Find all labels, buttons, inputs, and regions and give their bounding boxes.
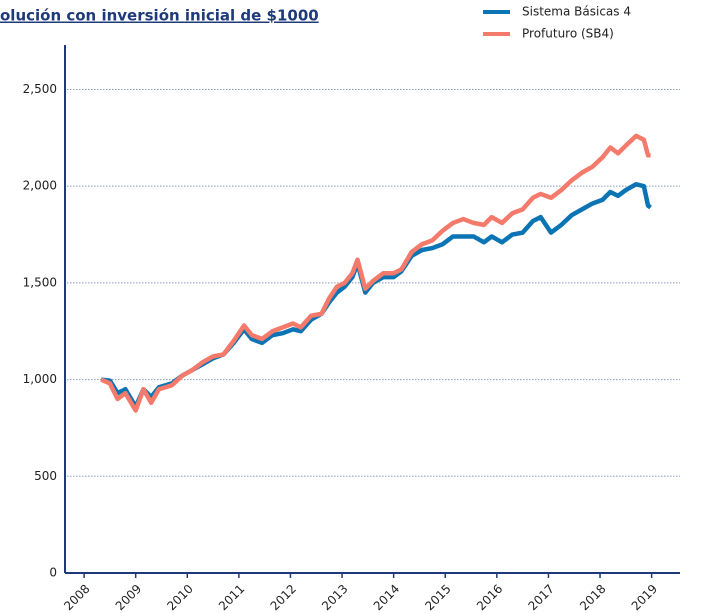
x-tick-label: 2015: [422, 582, 453, 613]
y-tick-label: 0: [49, 566, 57, 580]
x-tick-label: 2018: [577, 582, 608, 613]
legend-label: Sistema Básicas 4: [522, 5, 631, 19]
x-tick-label: 2016: [474, 582, 505, 613]
y-tick-label: 1,500: [23, 275, 57, 289]
x-tick-label: 2009: [113, 582, 144, 613]
x-tick-label: 2019: [629, 582, 660, 613]
x-tick-label: 2013: [319, 582, 350, 613]
series-line: [100, 133, 651, 413]
x-tick-label: 2014: [371, 582, 402, 613]
y-tick-label: 2,000: [23, 179, 57, 193]
y-tick-label: 2,500: [23, 82, 57, 96]
x-tick-label: 2008: [61, 582, 92, 613]
x-tick-label: 2017: [526, 582, 557, 613]
x-tick-label: 2011: [216, 582, 247, 613]
y-tick-label: 1,000: [23, 372, 57, 386]
legend-label: Profuturo (SB4): [522, 27, 614, 41]
y-tick-label: 500: [34, 469, 57, 483]
x-tick-label: 2010: [164, 582, 195, 613]
x-tick-label: 2012: [268, 582, 299, 613]
chart-title: olución con inversión inicial de $1000: [0, 7, 319, 25]
